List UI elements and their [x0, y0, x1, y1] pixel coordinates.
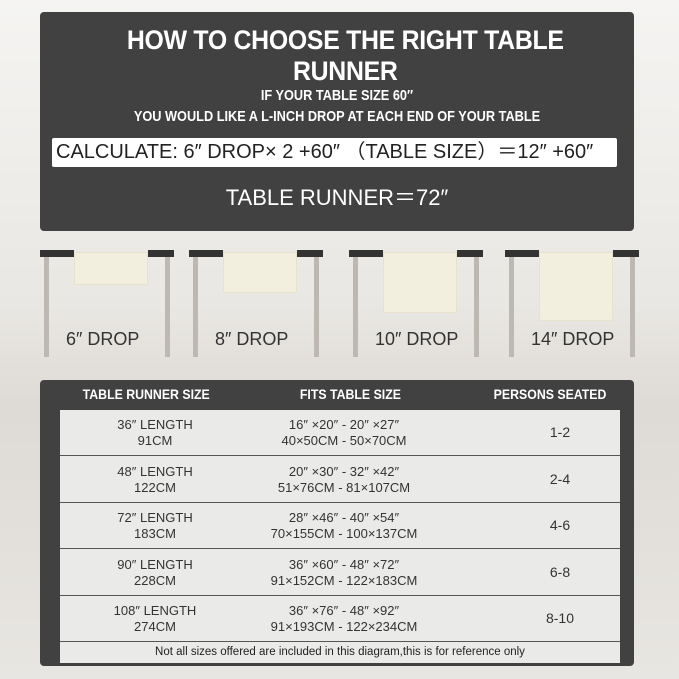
instruction-panel: HOW TO CHOOSE THE RIGHT TABLE RUNNER IF …: [40, 12, 634, 231]
table-top: [297, 250, 323, 257]
drop-diagram: 10″ DROP: [349, 250, 483, 360]
table-row: 90″ LENGTH 228CM 36″ ×60″ - 48″ ×72″ 91×15…: [60, 550, 620, 596]
table-top: [505, 250, 539, 257]
fit-inches: 20″ ×30″ - 32″ ×42″: [288, 463, 400, 479]
table-leg: [165, 257, 170, 357]
header-fits-table-size: FITS TABLE SIZE: [299, 386, 401, 402]
result-text: TABLE RUNNER＝72″: [225, 185, 449, 210]
table-top: [613, 250, 639, 257]
table-leg: [193, 257, 198, 357]
fit-cm: 40×50CM - 50×70CM: [281, 433, 407, 448]
drop-diagram: 8″ DROP: [189, 250, 323, 360]
length-inches: 108″ LENGTH: [113, 603, 197, 618]
fit-cm: 91×152CM - 122×183CM: [270, 572, 418, 588]
table-leg: [353, 257, 358, 357]
table-row: 48″ LENGTH 122CM 20″ ×30″ - 32″ ×42″ 51×76…: [60, 457, 620, 503]
drop-label: 10″ DROP: [375, 329, 459, 349]
fits-size-cell: 20″ ×30″ - 32″ ×42″ 51×76CM - 81×107CM: [220, 464, 468, 496]
drop-diagram: 6″ DROP: [40, 250, 174, 360]
table-top: [189, 250, 223, 257]
instruction-line-2: YOU WOULD LIKE A L-INCH DROP AT EACH END…: [133, 108, 541, 125]
table-leg: [509, 257, 514, 357]
length-cm: 183CM: [134, 526, 176, 541]
table-top: [349, 250, 383, 257]
fits-size-cell: 16″ ×20″ - 20″ ×27″ 40×50CM - 50×70CM: [220, 417, 468, 449]
fit-cm: 70×155CM - 100×137CM: [270, 526, 418, 541]
runner-drop: [539, 252, 613, 321]
size-table: TABLE RUNNER SIZE FITS TABLE SIZE PERSON…: [40, 380, 634, 666]
length-cm: 274CM: [134, 619, 176, 634]
drop-diagram: 14″ DROP: [505, 250, 639, 360]
header-persons-seated: PERSONS SEATED: [493, 386, 607, 402]
table-top: [40, 250, 74, 257]
runner-drop: [223, 252, 297, 293]
table-leg: [474, 257, 479, 357]
runner-size-cell: 48″ LENGTH 122CM: [60, 464, 250, 496]
runner-size-cell: 90″ LENGTH 228CM: [60, 557, 250, 589]
fit-inches: 16″ ×20″ - 20″ ×27″: [288, 417, 400, 432]
table-top: [148, 250, 174, 257]
length-inches: 90″ LENGTH: [117, 556, 193, 572]
length-inches: 48″ LENGTH: [117, 463, 193, 479]
page-title: HOW TO CHOOSE THE RIGHT TABLE RUNNER: [126, 25, 564, 86]
length-inches: 36″ LENGTH: [117, 417, 193, 432]
table-row: 108″ LENGTH 274CM 36″ ×76″ - 48″ ×92″ 91×1…: [60, 596, 620, 642]
length-inches: 72″ LENGTH: [117, 510, 193, 525]
table-row: 36″ LENGTH 91CM 16″ ×20″ - 20″ ×27″ 40×50C…: [60, 410, 620, 456]
drop-label: 8″ DROP: [215, 329, 289, 349]
table-leg: [44, 257, 49, 357]
drop-label: 14″ DROP: [531, 329, 615, 349]
drop-label: 6″ DROP: [66, 329, 140, 349]
reference-note: Not all sizes offered are included in th…: [155, 646, 525, 658]
fits-size-cell: 36″ ×76″ - 48″ ×92″ 91×193CM - 122×234CM: [220, 603, 468, 635]
table-top: [457, 250, 483, 257]
fit-cm: 51×76CM - 81×107CM: [277, 479, 411, 495]
fits-size-cell: 36″ ×60″ - 48″ ×72″ 91×152CM - 122×183CM: [220, 557, 468, 589]
persons-cell: 8-10: [545, 610, 575, 626]
fit-inches: 28″ ×46″ - 40″ ×54″: [288, 510, 400, 525]
length-cm: 228CM: [134, 572, 176, 588]
runner-size-cell: 72″ LENGTH 183CM: [60, 510, 250, 542]
table-leg: [314, 257, 319, 357]
runner-size-cell: 108″ LENGTH 274CM: [60, 603, 250, 635]
table-row: 72″ LENGTH 183CM 28″ ×46″ - 40″ ×54″ 70×15…: [60, 503, 620, 549]
fit-cm: 91×193CM - 122×234CM: [270, 619, 418, 634]
persons-cell: 1-2: [549, 424, 571, 440]
persons-cell: 2-4: [549, 470, 571, 487]
persons-cell: 6-8: [549, 563, 571, 580]
fits-size-cell: 28″ ×46″ - 40″ ×54″ 70×155CM - 100×137CM: [220, 510, 468, 542]
calculation-box: CALCULATE: 6″ DROP× 2 +60″ （TABLE SIZE）＝…: [52, 138, 617, 167]
instruction-line-1: IF YOUR TABLE SIZE 60″: [260, 87, 414, 104]
table-leg: [630, 257, 635, 357]
runner-size-cell: 36″ LENGTH 91CM: [60, 417, 250, 449]
fit-inches: 36″ ×60″ - 48″ ×72″: [288, 556, 400, 572]
length-cm: 122CM: [134, 479, 176, 495]
header-runner-size: TABLE RUNNER SIZE: [82, 386, 210, 402]
length-cm: 91CM: [137, 433, 173, 448]
runner-drop: [383, 252, 457, 313]
persons-cell: 4-6: [549, 517, 571, 533]
runner-drop: [74, 252, 148, 285]
fit-inches: 36″ ×76″ - 48″ ×92″: [288, 603, 400, 618]
